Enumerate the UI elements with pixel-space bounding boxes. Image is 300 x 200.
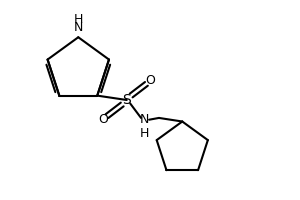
Text: H: H (140, 127, 149, 140)
Text: O: O (145, 74, 155, 87)
Text: N: N (140, 113, 149, 126)
Text: H: H (74, 13, 83, 26)
Text: O: O (98, 113, 108, 126)
Text: N: N (74, 21, 83, 34)
Text: S: S (122, 93, 131, 107)
